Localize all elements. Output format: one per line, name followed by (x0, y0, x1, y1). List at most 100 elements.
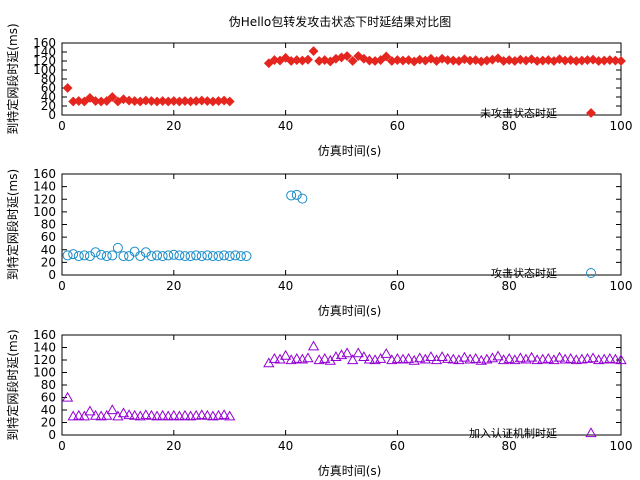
data-point (342, 51, 353, 61)
y-tick-label: 140 (33, 341, 56, 355)
data-point (73, 409, 85, 420)
data-point (106, 404, 118, 415)
data-point (235, 251, 246, 262)
y-axis-label: 到特定网段时延(ms) (5, 329, 20, 440)
data-point (447, 353, 459, 364)
data-point (363, 353, 376, 364)
legend-marker (585, 427, 597, 438)
data-point (107, 250, 118, 261)
data-point (62, 83, 73, 93)
x-tick-label: 20 (166, 119, 181, 133)
data-point (380, 347, 392, 358)
y-tick-label: 160 (33, 328, 56, 342)
y-tick-label: 100 (33, 366, 56, 380)
data-point (615, 354, 627, 365)
data-point (319, 352, 331, 363)
data-point (230, 250, 241, 261)
y-tick-label: 160 (33, 36, 56, 50)
legend-label: 攻击状态时延 (491, 266, 557, 280)
data-point (442, 352, 454, 363)
x-axis-label: 仿真时间(s) (318, 464, 382, 478)
data-point (62, 250, 73, 261)
data-point (453, 354, 465, 365)
y-tick-label: 0 (48, 428, 56, 442)
data-point (458, 351, 471, 362)
data-point (419, 353, 432, 364)
x-tick-label: 80 (502, 119, 517, 133)
data-point (219, 250, 230, 261)
data-point (129, 246, 140, 257)
data-point (78, 410, 91, 421)
data-point (224, 96, 235, 107)
y-tick-label: 120 (33, 54, 56, 68)
data-point (347, 56, 358, 66)
data-point (117, 407, 130, 418)
chart-panel-2: 0 20 40 60 80 100020406080100120140160仿真时间(s)… (5, 167, 632, 318)
data-point (374, 352, 387, 363)
x-tick-label: 0 (58, 439, 66, 453)
data-point (503, 352, 515, 363)
x-tick-label: 60 (390, 279, 405, 293)
plot-frame (61, 173, 622, 276)
y-tick-label: 0 (48, 108, 56, 122)
data-point (135, 251, 146, 262)
data-point (118, 251, 129, 262)
chart-panels: 0 20 40 60 80 100020406080100120140160仿真时间(s)… (5, 23, 632, 478)
data-point (341, 347, 353, 358)
data-point (291, 189, 302, 200)
data-point (84, 251, 95, 262)
data-point (492, 350, 504, 361)
x-tick-label: 40 (278, 439, 293, 453)
data-point (308, 46, 319, 57)
y-tick-label: 40 (41, 403, 56, 417)
data-point (609, 353, 622, 364)
data-point (156, 409, 169, 420)
data-point (140, 247, 151, 258)
data-point (542, 352, 554, 363)
x-tick-label: 100 (610, 279, 633, 293)
data-point (61, 391, 74, 402)
data-point (179, 251, 190, 262)
data-point (168, 249, 179, 260)
chart-panel-1: 0 20 40 60 80 100020406080100120140160仿真时间(s)… (5, 23, 632, 158)
data-point (303, 54, 313, 65)
y-axis-label: 到特定网段时延(ms) (5, 23, 20, 134)
figure-title: 伪Hello包转发攻击状态下时延结果对比图 (229, 14, 451, 29)
data-point (123, 409, 135, 420)
x-tick-label: 80 (502, 279, 517, 293)
data-point (514, 352, 527, 363)
data-point (174, 250, 185, 261)
legend-marker (586, 108, 596, 118)
data-point (101, 96, 112, 106)
data-point (73, 251, 84, 262)
y-axis-label: 到特定网段时延(ms) (5, 169, 20, 280)
data-point (101, 251, 112, 262)
data-point (179, 409, 191, 420)
data-point (107, 92, 118, 102)
y-tick-label: 100 (33, 63, 56, 77)
data-point (402, 352, 415, 363)
y-tick-label: 120 (33, 192, 56, 206)
x-tick-label: 60 (390, 439, 405, 453)
data-point (163, 250, 174, 261)
data-point (553, 351, 566, 362)
data-point (347, 354, 359, 365)
y-tick-label: 80 (41, 218, 56, 232)
data-point (213, 251, 224, 262)
data-point (408, 354, 420, 365)
series-points (61, 340, 627, 421)
data-point (469, 352, 482, 363)
series-points (62, 46, 626, 107)
data-point (358, 351, 370, 361)
data-point (96, 249, 107, 260)
x-axis-label: 仿真时间(s) (318, 304, 382, 318)
data-point (587, 352, 599, 363)
data-point (279, 349, 292, 360)
data-point (124, 251, 135, 262)
data-point (207, 251, 218, 262)
data-point (112, 410, 124, 421)
y-tick-label: 120 (33, 353, 56, 367)
data-point (129, 409, 141, 420)
y-tick-label: 0 (48, 268, 56, 282)
